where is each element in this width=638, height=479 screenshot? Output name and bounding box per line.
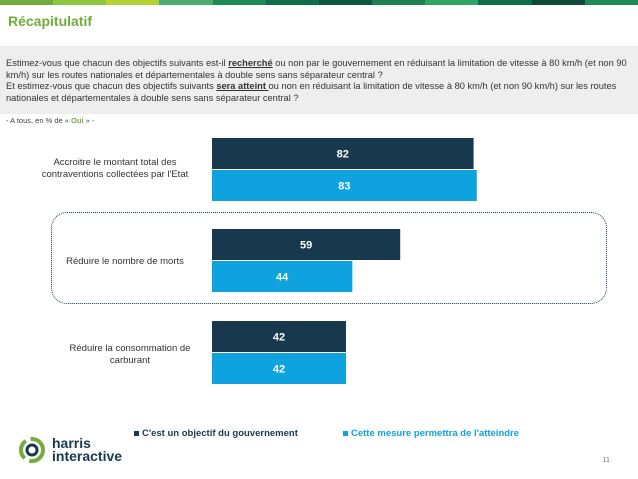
top-bar-segment (212, 0, 266, 5)
question-box: Estimez-vous que chacun des objectifs su… (0, 46, 638, 114)
category-label-carburant: Réduire la consommation de carburant (69, 343, 191, 366)
legend-label-atteindre: Cette mesure permettra de l'atteindre (351, 428, 520, 439)
data-label-contraventions-series-1: 82 (337, 149, 349, 161)
top-color-bar (0, 0, 638, 5)
question-text-1: Estimez-vous que chacun des objectifs su… (6, 58, 627, 80)
data-label-contraventions-series-2: 83 (338, 181, 350, 193)
top-bar-segment (265, 0, 319, 5)
page-number: 11 (602, 455, 610, 464)
legend-swatch-atteindre (343, 431, 348, 436)
data-label-carburant-series-2: 42 (273, 364, 285, 376)
bar-morts-series-2 (212, 261, 353, 292)
legend-label-objectif: C'est un objectif du gouvernement (142, 428, 298, 439)
highlight-frame (51, 212, 607, 304)
question-text-2: Et estimez-vous que chacun des objectifs… (6, 81, 617, 103)
brand-line-1: harris (52, 435, 91, 451)
top-bar-segment (0, 0, 54, 5)
data-label-morts-series-2: 44 (276, 272, 289, 284)
data-label-morts-series-1: 59 (300, 240, 312, 252)
bar-contraventions-series-1 (212, 138, 474, 169)
page-title: Récapitulatif (8, 13, 93, 29)
base-note: - A tous, en % de « Oui » - (6, 116, 95, 125)
data-label-carburant-series-1: 42 (273, 332, 285, 344)
legend-item-objectif: C'est un objectif du gouvernement (134, 428, 298, 439)
legend-swatch-objectif (134, 431, 139, 436)
harris-interactive-logo: harris interactive (18, 436, 122, 464)
brand-name: harris interactive (52, 435, 123, 464)
category-label-morts: Réduire le nombre de morts (66, 256, 184, 267)
bar-contraventions-series-2 (212, 170, 477, 201)
bar-carburant-series-2 (212, 353, 346, 384)
top-bar-segment (531, 0, 585, 5)
brand-line-2: interactive (52, 448, 123, 464)
logo-ring-icon (19, 437, 45, 463)
category-label-contraventions: Accroitre le montant total des contraven… (41, 157, 189, 180)
chart-legend: C'est un objectif du gouvernement Cette … (0, 428, 638, 442)
top-bar-segment (584, 0, 638, 5)
bar-carburant-series-1 (212, 321, 346, 352)
top-bar-segment (53, 0, 107, 5)
top-bar-segment (318, 0, 373, 5)
top-bar-segment (425, 0, 479, 5)
top-bar-segment (478, 0, 532, 5)
legend-item-atteindre: Cette mesure permettra de l'atteindre (343, 428, 519, 439)
bar-morts-series-1 (212, 229, 401, 260)
top-bar-segment (159, 0, 213, 5)
top-bar-segment (372, 0, 426, 5)
top-bar-segment (106, 0, 160, 5)
